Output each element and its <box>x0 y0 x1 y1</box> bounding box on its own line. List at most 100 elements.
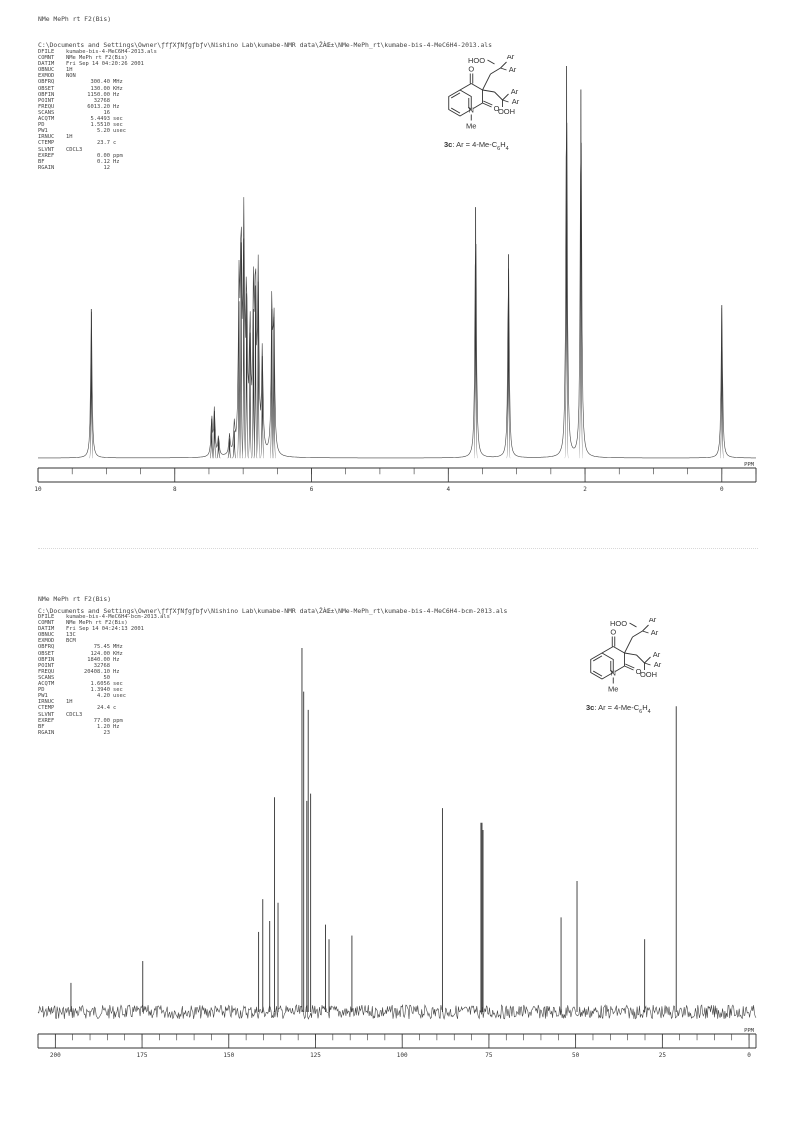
param-row: RGAIN 23 <box>38 730 170 736</box>
param-unit: MHz <box>113 79 123 86</box>
x-tick-label: 125 <box>310 1052 321 1059</box>
spectrum-trace <box>37 1004 757 1020</box>
caption-part: H <box>500 140 505 149</box>
peak-mark <box>578 89 583 459</box>
peak-mark <box>212 410 217 459</box>
carbonyl-bond <box>625 663 635 669</box>
bond-line <box>601 646 614 654</box>
param-row: EXREF 77.00 ppm <box>38 718 170 724</box>
param-unit: Hz <box>113 668 120 675</box>
param-value: 1H <box>66 67 73 74</box>
bond-line <box>459 83 472 91</box>
peak-mark <box>256 281 261 459</box>
atom-label: Ar <box>653 650 661 659</box>
caption-part: 3c <box>444 140 452 149</box>
peak-mark <box>506 254 511 459</box>
param-row: DATIM Fri Sep 14 04:20:26 2001 <box>38 61 157 67</box>
param-row: IRNUC 1H <box>38 134 157 140</box>
caption-part: 6 <box>497 146 500 150</box>
x-tick-label: 0 <box>747 1052 751 1059</box>
param-unit: KHz <box>113 85 123 92</box>
param-row: CTEMP 24.4 c <box>38 705 170 711</box>
aromatic-bond <box>450 107 461 114</box>
atom-label: N <box>469 106 474 115</box>
param-row: PW1 5.20 usec <box>38 128 157 134</box>
param-unit: usec <box>113 128 126 135</box>
carbonyl-bond <box>483 100 493 106</box>
param-row: OBNUC 1H <box>38 67 157 73</box>
bond-line <box>624 636 633 654</box>
param-unit: ppm <box>113 152 123 159</box>
param-value: 12 <box>103 164 111 171</box>
param-value: 6013.20 <box>87 103 110 110</box>
bond-line <box>500 61 507 69</box>
param-value: 16 <box>103 109 111 116</box>
param-value: 1H <box>66 134 73 141</box>
param-key: SLVNT <box>38 711 55 718</box>
param-value: 77.00 <box>93 717 110 724</box>
caption-part: 3c <box>586 703 594 712</box>
param-unit: Hz <box>113 723 120 730</box>
param-key: COMNT <box>38 620 55 627</box>
param-row: SCANS 16 <box>38 110 157 116</box>
param-value: CDCL3 <box>66 146 83 153</box>
x-tick-label: 25 <box>659 1052 667 1059</box>
param-key: IRNUC <box>38 134 55 141</box>
peak-mark <box>564 65 569 459</box>
param-key: POINT <box>38 97 55 104</box>
param-value: 124.00 <box>90 650 110 657</box>
param-key: BF <box>38 723 45 730</box>
param-key: DATIM <box>38 61 55 68</box>
param-row: PD 1.3940 sec <box>38 687 170 693</box>
bond-line <box>468 107 472 110</box>
param-row: OBFIN 1150.00 Hz <box>38 92 157 98</box>
param-key: OBSET <box>38 85 55 92</box>
param-row: OBFIN 1840.00 Hz <box>38 657 170 663</box>
param-key: CTEMP <box>38 140 55 147</box>
atom-label: Ar <box>509 65 517 74</box>
x-tick-label: 150 <box>223 1052 234 1059</box>
peak-mark <box>227 438 232 459</box>
param-value: 1.5510 <box>90 122 110 129</box>
param-unit: Hz <box>113 656 120 663</box>
param-row: POINT 32768 <box>38 663 170 669</box>
param-key: OBFRQ <box>38 644 55 651</box>
x-tick-label: 2 <box>583 486 587 493</box>
bond-line <box>642 630 649 634</box>
bond-line <box>482 73 491 91</box>
x-unit-label: PPM <box>744 462 755 468</box>
x-tick-label: 200 <box>50 1052 61 1059</box>
param-key: OBFRQ <box>38 79 55 86</box>
param-value: 23 <box>103 729 111 736</box>
peak-mark <box>216 438 221 459</box>
x-tick-label: 6 <box>310 486 314 493</box>
peak-mark <box>473 207 478 459</box>
atom-label: Ar <box>654 660 662 669</box>
atom-label: Ar <box>649 618 657 624</box>
peak-mark <box>247 332 252 459</box>
param-key: PW1 <box>38 128 48 135</box>
h1-page-title: NMe MePh rt F2(Bis) <box>38 15 112 23</box>
param-key: BF <box>38 158 45 165</box>
param-value: 32768 <box>93 662 110 669</box>
param-unit: c <box>113 140 117 147</box>
param-unit: Hz <box>113 91 120 98</box>
param-row: OBFRQ 75.45 MHz <box>38 644 170 650</box>
param-key: EXMOD <box>38 638 55 645</box>
bond-line <box>502 99 509 103</box>
bond-line <box>629 622 637 628</box>
param-value: kumabe-bis-4-MeC6H4-2013.als <box>66 49 157 55</box>
benzene-ring <box>448 89 472 117</box>
param-unit: Hz <box>113 103 120 110</box>
param-value: BCM <box>66 638 76 645</box>
param-value: CDCL3 <box>66 711 83 718</box>
benzene-ring <box>590 652 614 680</box>
atom-label: HOO <box>610 619 627 628</box>
page-divider <box>38 548 758 549</box>
peak-mark <box>260 356 265 459</box>
bond-line <box>494 91 503 101</box>
param-unit: sec <box>113 687 123 694</box>
param-value: 1H <box>66 699 73 706</box>
